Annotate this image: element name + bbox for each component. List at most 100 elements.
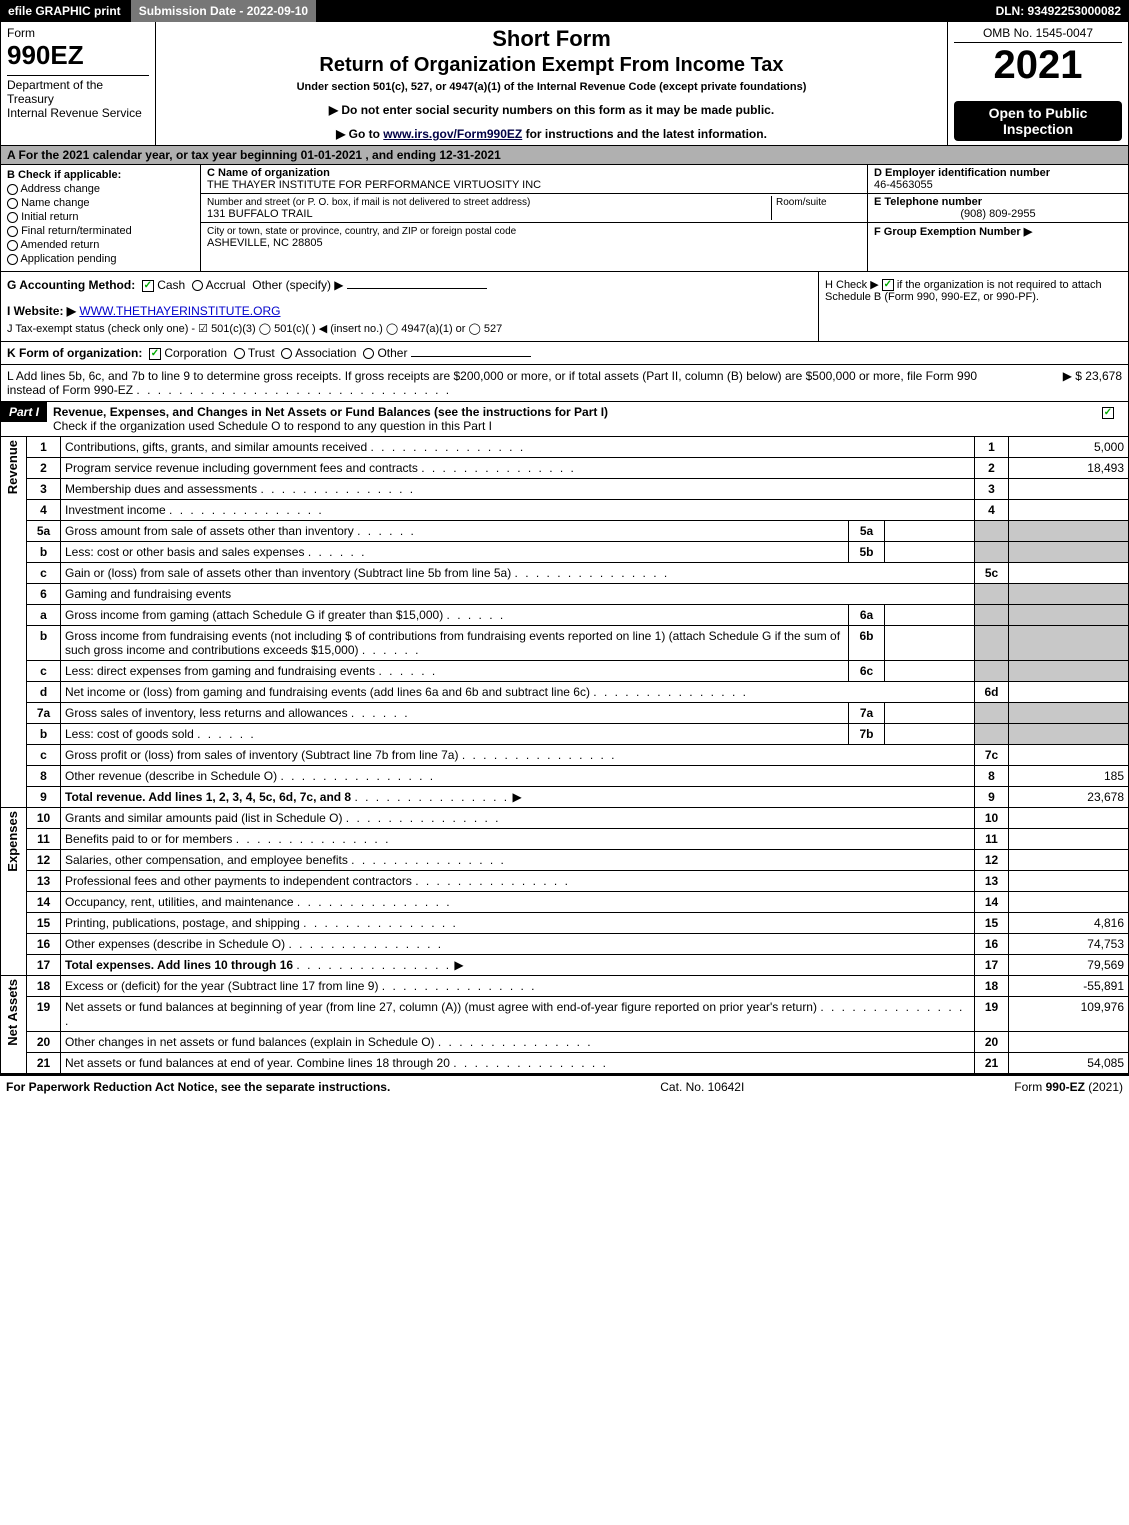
short-form-title: Short Form: [162, 26, 941, 52]
line-row: Expenses10Grants and similar amounts pai…: [1, 808, 1129, 829]
line-ref: 6d: [975, 682, 1009, 703]
line-desc: Benefits paid to or for members . . . . …: [61, 829, 975, 850]
line-row: 2Program service revenue including gover…: [1, 458, 1129, 479]
line-ref-shaded: [975, 584, 1009, 605]
line-row: 7aGross sales of inventory, less returns…: [1, 703, 1129, 724]
footer-left: For Paperwork Reduction Act Notice, see …: [6, 1080, 390, 1094]
line-desc: Salaries, other compensation, and employ…: [61, 850, 975, 871]
k-trust-radio[interactable]: [234, 348, 245, 359]
line-number: 3: [27, 479, 61, 500]
g-accounting: G Accounting Method: Cash Accrual Other …: [1, 272, 818, 341]
line-ref-shaded: [975, 542, 1009, 563]
opt-address-change[interactable]: Address change: [7, 183, 194, 195]
expenses-table: Expenses10Grants and similar amounts pai…: [0, 808, 1129, 976]
dln-label: DLN: 93492253000082: [988, 0, 1129, 22]
line-ref: 10: [975, 808, 1009, 829]
header-left: Form 990EZ Department of the Treasury In…: [1, 22, 156, 145]
k-corp-check[interactable]: [149, 348, 161, 360]
line-amount-shaded: [1009, 521, 1129, 542]
sub-line-value[interactable]: [885, 703, 975, 724]
k-corp: Corporation: [164, 346, 227, 360]
k-other-radio[interactable]: [363, 348, 374, 359]
line-number: 16: [27, 934, 61, 955]
c-street-label: Number and street (or P. O. box, if mail…: [207, 197, 530, 208]
line-number: 21: [27, 1053, 61, 1074]
accrual-radio[interactable]: [192, 280, 203, 291]
line-amount: 18,493: [1009, 458, 1129, 479]
line-number: a: [27, 605, 61, 626]
c-name-row: C Name of organization THE THAYER INSTIT…: [201, 165, 867, 194]
efile-label[interactable]: efile GRAPHIC print: [0, 0, 129, 22]
note-goto-pre: ▶ Go to: [336, 127, 383, 141]
k-other-line[interactable]: [411, 356, 531, 357]
line-number: b: [27, 724, 61, 745]
line-desc: Less: cost of goods sold . . . . . .: [61, 724, 849, 745]
line-desc: Total revenue. Add lines 1, 2, 3, 4, 5c,…: [61, 787, 975, 808]
opt-amended-return[interactable]: Amended return: [7, 239, 194, 251]
opt-name-change[interactable]: Name change: [7, 197, 194, 209]
c-city-label: City or town, state or province, country…: [207, 226, 516, 237]
k-assoc-radio[interactable]: [281, 348, 292, 359]
i-label: I Website: ▶: [7, 304, 76, 318]
line-amount: 5,000: [1009, 437, 1129, 458]
line-ref: 5c: [975, 563, 1009, 584]
line-desc: Program service revenue including govern…: [61, 458, 975, 479]
col-c-org: C Name of organization THE THAYER INSTIT…: [201, 165, 868, 271]
line-row: bLess: cost or other basis and sales exp…: [1, 542, 1129, 563]
line-number: 19: [27, 997, 61, 1032]
line-desc: Contributions, gifts, grants, and simila…: [61, 437, 975, 458]
line-number: 5a: [27, 521, 61, 542]
j-tax-exempt: J Tax-exempt status (check only one) - ☑…: [7, 322, 812, 335]
line-amount: 4,816: [1009, 913, 1129, 934]
line-number: 11: [27, 829, 61, 850]
line-desc: Gross income from fundraising events (no…: [61, 626, 849, 661]
line-ref: 14: [975, 892, 1009, 913]
sub-line-number: 5b: [849, 542, 885, 563]
line-desc: Gross profit or (loss) from sales of inv…: [61, 745, 975, 766]
line-amount-shaded: [1009, 584, 1129, 605]
line-desc: Other changes in net assets or fund bala…: [61, 1032, 975, 1053]
opt-initial-return[interactable]: Initial return: [7, 211, 194, 223]
line-ref: 4: [975, 500, 1009, 521]
line-amount: -55,891: [1009, 976, 1129, 997]
sub-line-value[interactable]: [885, 724, 975, 745]
opt-application-pending[interactable]: Application pending: [7, 253, 194, 265]
line-number: 9: [27, 787, 61, 808]
sub-line-value[interactable]: [885, 542, 975, 563]
line-desc: Gaming and fundraising events: [61, 584, 975, 605]
line-row: 11Benefits paid to or for members . . . …: [1, 829, 1129, 850]
l-amount: ▶ $ 23,678: [1002, 369, 1122, 397]
sub-line-value[interactable]: [885, 605, 975, 626]
opt-final-return[interactable]: Final return/terminated: [7, 225, 194, 237]
line-amount: [1009, 829, 1129, 850]
h-pre: H Check ▶: [825, 279, 882, 291]
other-specify-line[interactable]: [347, 288, 487, 289]
line-ref-shaded: [975, 724, 1009, 745]
line-number: c: [27, 661, 61, 682]
part1-desc: Revenue, Expenses, and Changes in Net As…: [47, 402, 1088, 436]
line-amount: [1009, 892, 1129, 913]
line-number: d: [27, 682, 61, 703]
line-desc: Excess or (deficit) for the year (Subtra…: [61, 976, 975, 997]
line-desc: Professional fees and other payments to …: [61, 871, 975, 892]
sub-line-number: 6c: [849, 661, 885, 682]
under-section: Under section 501(c), 527, or 4947(a)(1)…: [162, 81, 941, 93]
c-room-label: Room/suite: [776, 197, 827, 208]
sub-line-value[interactable]: [885, 521, 975, 542]
note-goto: ▶ Go to www.irs.gov/Form990EZ for instru…: [162, 127, 941, 141]
irs-link[interactable]: www.irs.gov/Form990EZ: [383, 127, 522, 141]
c-org-name: THE THAYER INSTITUTE FOR PERFORMANCE VIR…: [207, 179, 541, 191]
part1-badge: Part I: [1, 402, 47, 422]
line-desc: Occupancy, rent, utilities, and maintena…: [61, 892, 975, 913]
line-amount-shaded: [1009, 703, 1129, 724]
sub-line-value[interactable]: [885, 661, 975, 682]
cash-checkbox[interactable]: [142, 280, 154, 292]
line-amount: [1009, 850, 1129, 871]
sub-line-value[interactable]: [885, 626, 975, 661]
website-link[interactable]: WWW.THETHAYERINSTITUTE.ORG: [79, 304, 280, 318]
line-desc: Grants and similar amounts paid (list in…: [61, 808, 975, 829]
h-checkbox[interactable]: [882, 279, 894, 291]
line-desc: Printing, publications, postage, and shi…: [61, 913, 975, 934]
part1-check-box[interactable]: [1088, 402, 1128, 436]
line-amount: [1009, 500, 1129, 521]
